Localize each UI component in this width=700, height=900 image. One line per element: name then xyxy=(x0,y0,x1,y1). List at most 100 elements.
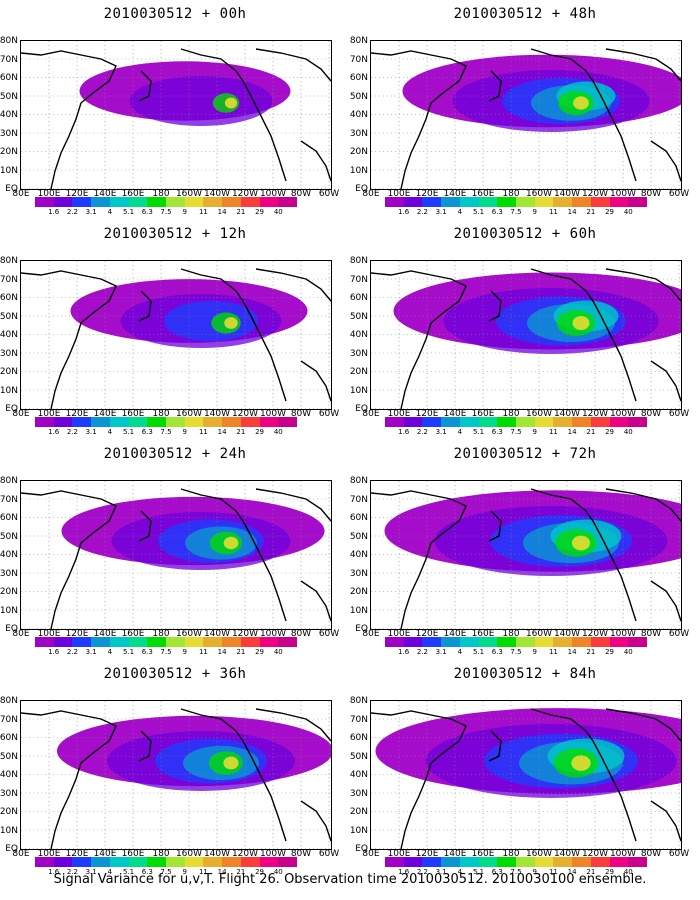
colorbar-swatch xyxy=(91,417,110,427)
colorbar-tick-label: 4 xyxy=(457,428,463,436)
colorbar-tick-label: 5.1 xyxy=(122,868,135,876)
colorbar-tick-label: 40 xyxy=(273,428,283,436)
colorbar-swatch xyxy=(478,857,498,867)
latitude-label: 50N xyxy=(349,91,368,102)
colorbar-tick-label: 14 xyxy=(567,208,577,216)
longitude-label: 140W xyxy=(203,629,231,639)
colorbar-tick-label: 40 xyxy=(623,428,633,436)
colorbar-swatch xyxy=(109,197,129,207)
colorbar-swatch xyxy=(441,637,460,647)
colorbar-labels: 1.6 2.2 3.1 4 5.1 6.3 7.5 9 11 14 21 29 40 xyxy=(35,208,297,218)
colorbar-tick-label: 2.2 xyxy=(66,208,78,216)
colorbar-tick-label: 3.1 xyxy=(435,428,447,436)
colorbar-swatch xyxy=(53,417,73,427)
signal-variance-field xyxy=(21,481,331,629)
longitude-label: 140W xyxy=(553,629,581,639)
latitude-label: 60N xyxy=(349,733,368,743)
longitude-label: 80W xyxy=(640,849,662,859)
colorbar-tick-label: 29 xyxy=(605,428,615,436)
colorbar xyxy=(385,637,648,647)
colorbar-swatch xyxy=(72,417,92,427)
latitude-label: 60N xyxy=(0,513,18,523)
colorbar-swatch xyxy=(609,637,629,647)
longitude-label: 140E xyxy=(443,189,467,199)
latitude-label: 30N xyxy=(349,568,368,579)
colorbar-swatch xyxy=(203,417,223,427)
panel-title: 2010030512 + 00h xyxy=(103,6,247,22)
signal-variance-field xyxy=(21,41,331,189)
colorbar-tick-label: 21 xyxy=(586,428,596,436)
colorbar-tick-label: 14 xyxy=(567,868,577,876)
colorbar-swatch xyxy=(628,857,648,867)
longitude-label: 180 xyxy=(502,629,520,639)
longitude-label: 80E xyxy=(362,189,380,199)
longitude-label: 160E xyxy=(121,189,145,199)
latitude-label: 10N xyxy=(0,825,18,836)
colorbar-swatch xyxy=(91,197,110,207)
longitude-label: 80E xyxy=(362,629,380,639)
latitude-label: 30N xyxy=(0,788,18,799)
colorbar-tick-label: 11 xyxy=(198,648,208,656)
longitude-label: 100W xyxy=(609,849,637,859)
map-panel: 2010030512 + 36h 80N 70N 60N 50N 40N 30N 20N 10N… xyxy=(0,660,350,880)
longitude-label: 80W xyxy=(640,409,662,419)
colorbar-swatch xyxy=(184,637,204,647)
colorbar-swatch xyxy=(109,637,129,647)
longitude-label: 100W xyxy=(259,629,287,639)
colorbar-labels: 1.6 2.2 3.1 4 5.1 6.3 7.5 9 11 14 21 29 40 xyxy=(35,428,297,438)
colorbar-tick-label: 5.1 xyxy=(472,648,485,656)
longitude-label: 100W xyxy=(609,409,637,419)
colorbar-tick-label: 6.3 xyxy=(491,648,503,656)
signal-variance-field xyxy=(371,41,681,189)
colorbar-tick-label: 11 xyxy=(198,868,208,876)
latitude-label: 10N xyxy=(0,385,18,396)
colorbar-swatch xyxy=(459,417,479,427)
colorbar-swatch xyxy=(166,197,185,207)
colorbar-swatch xyxy=(609,417,629,427)
colorbar-tick-label: 1.6 xyxy=(398,648,410,656)
latitude-label: 80N xyxy=(0,696,18,706)
signal-variance-field xyxy=(371,481,681,629)
map-plot-area xyxy=(20,480,332,630)
colorbar-swatch xyxy=(497,417,517,427)
colorbar-tick-label: 7.5 xyxy=(160,648,172,656)
longitude-label: 120W xyxy=(231,629,259,639)
longitude-label: 80E xyxy=(12,849,30,859)
longitude-label: 100W xyxy=(259,409,287,419)
longitude-label: 180 xyxy=(152,629,170,639)
colorbar-swatch xyxy=(534,417,554,427)
colorbar-tick-label: 5.1 xyxy=(122,428,135,436)
colorbar-swatch xyxy=(385,197,404,207)
colorbar-tick-label: 4 xyxy=(457,868,463,876)
colorbar-tick-label: 11 xyxy=(548,428,558,436)
latitude-label: 20N xyxy=(349,367,368,377)
colorbar-swatch xyxy=(572,637,591,647)
colorbar-swatch xyxy=(184,417,204,427)
colorbar-tick-label: 40 xyxy=(273,208,283,216)
latitude-label: 10N xyxy=(349,165,368,176)
latitude-label: 70N xyxy=(349,714,368,725)
colorbar-swatch xyxy=(222,417,241,427)
colorbar-swatch xyxy=(516,417,535,427)
longitude-label: 180 xyxy=(502,849,520,859)
longitude-label: 100E xyxy=(37,629,61,639)
latitude-label: 20N xyxy=(0,807,18,817)
colorbar-swatch xyxy=(203,197,223,207)
colorbar-tick-label: 14 xyxy=(217,428,227,436)
colorbar-labels: 1.6 2.2 3.1 4 5.1 6.3 7.5 9 11 14 21 29 40 xyxy=(385,868,647,878)
colorbar-swatch xyxy=(91,637,110,647)
colorbar-swatch xyxy=(222,857,241,867)
latitude-label: 10N xyxy=(0,165,18,176)
colorbar-swatch xyxy=(147,857,167,867)
longitude-label: 160E xyxy=(471,849,495,859)
latitude-label: 70N xyxy=(349,274,368,285)
latitude-label: 20N xyxy=(0,587,18,597)
map-panel: 2010030512 + 24h 80N 70N 60N 50N 40N 30N 20N 10N… xyxy=(0,440,350,660)
colorbar-tick-label: 5.1 xyxy=(472,208,485,216)
longitude-label: 180 xyxy=(502,189,520,199)
latitude-label: EQ xyxy=(5,184,18,194)
colorbar-tick-label: 2.2 xyxy=(66,428,78,436)
colorbar-tick-label: 9 xyxy=(182,208,187,216)
latitude-label: 70N xyxy=(349,54,368,65)
colorbar-tick-label: 4 xyxy=(457,208,463,216)
